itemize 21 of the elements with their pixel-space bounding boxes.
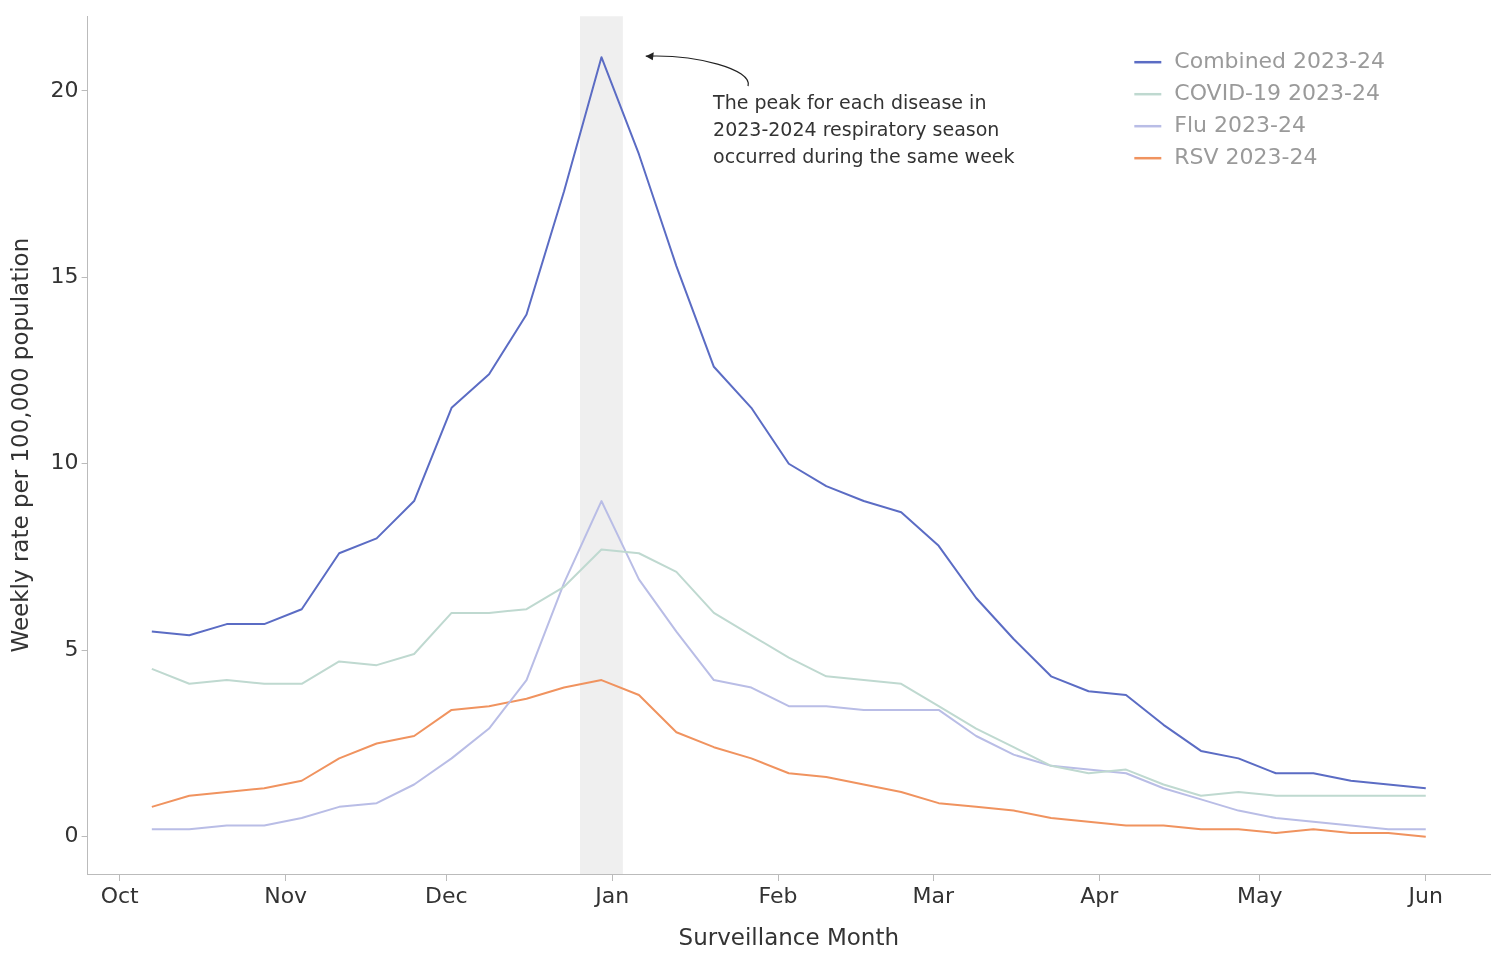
x-tick-label: Dec (424, 882, 468, 908)
x-tick-label: Oct (100, 882, 140, 908)
x-tick-label: Apr (1080, 882, 1120, 908)
x-tick-label: Nov (264, 882, 308, 908)
x-tick-label: Feb (758, 882, 798, 908)
y-axis-title: Weekly rate per 100,000 population (6, 237, 33, 653)
x-axis-title: Surveillance Month (678, 924, 900, 951)
x-tick-label: May (1237, 882, 1283, 908)
y-tick-label: 0 (64, 822, 79, 848)
legend-label: COVID-19 2023-24 (1174, 79, 1380, 105)
y-tick-label: 10 (50, 449, 79, 475)
y-tick-label: 20 (50, 76, 79, 102)
y-tick-label: 5 (64, 635, 79, 661)
x-tick-label: Jun (1406, 882, 1443, 908)
y-tick-label: 15 (50, 262, 79, 288)
annotation: The peak for each disease in 2023-2024 respiratory season occurred during the same week (712, 90, 1015, 167)
legend-label: Flu 2023-24 (1174, 111, 1306, 137)
legend-label: Combined 2023-24 (1174, 47, 1385, 73)
legend-label: RSV 2023-24 (1174, 143, 1318, 169)
x-tick-label: Jan (593, 882, 630, 908)
x-tick-label: Mar (912, 882, 956, 908)
